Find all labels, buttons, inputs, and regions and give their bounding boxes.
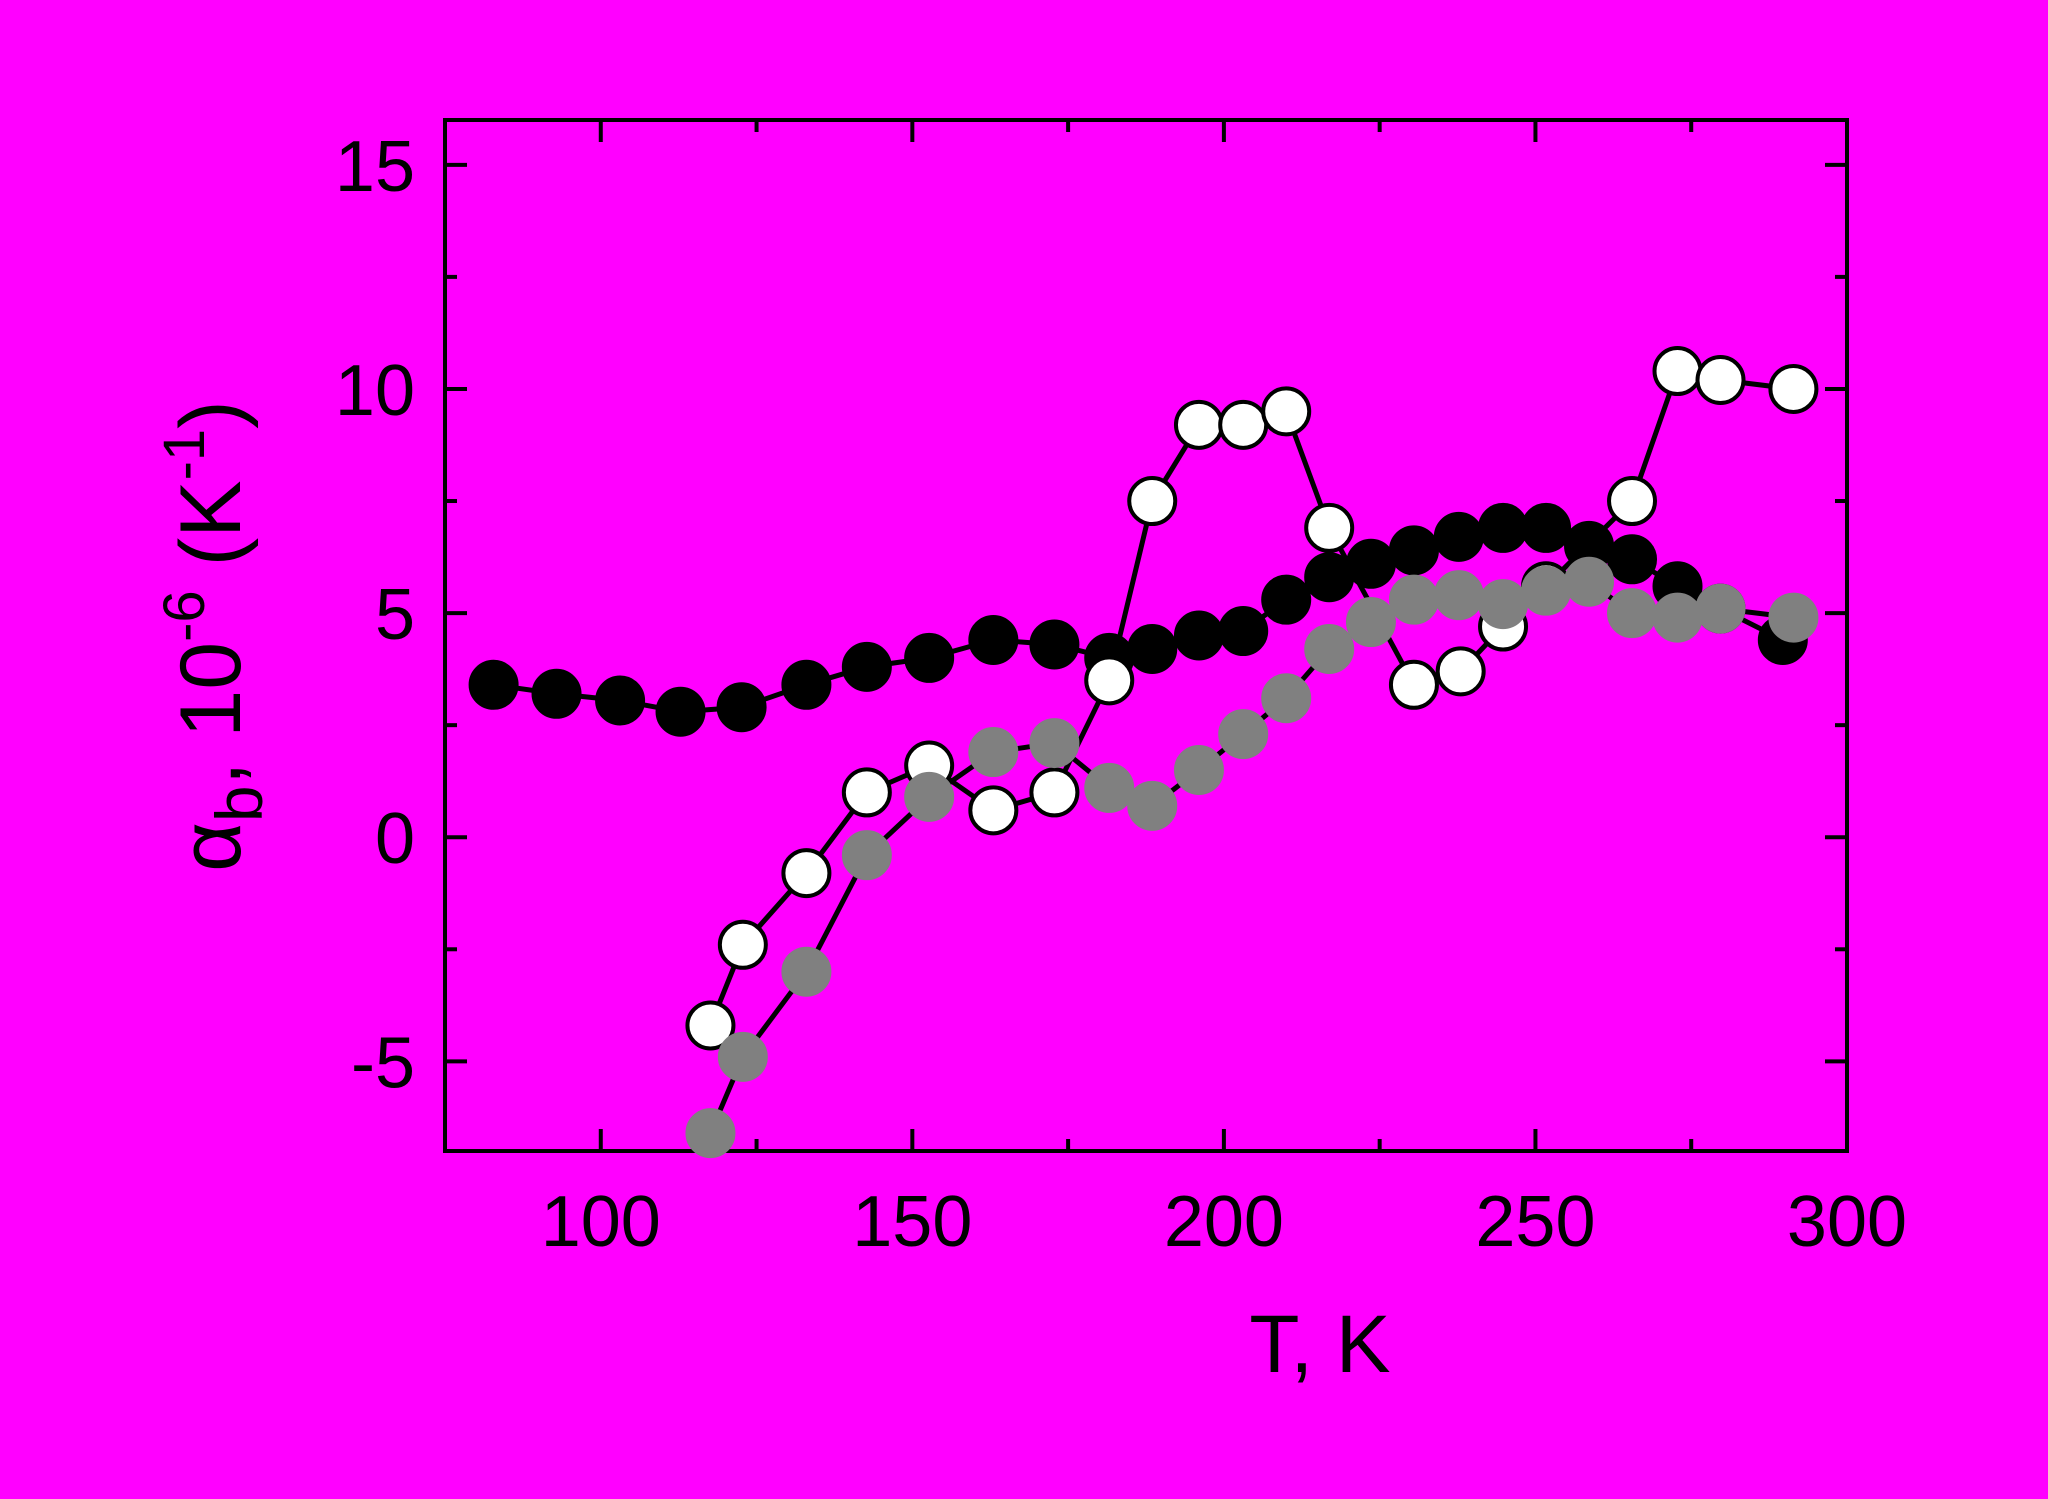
marker bbox=[1029, 718, 1080, 769]
marker bbox=[1768, 592, 1819, 643]
marker bbox=[531, 668, 582, 719]
marker bbox=[717, 919, 768, 970]
marker bbox=[781, 848, 832, 899]
marker bbox=[1304, 502, 1355, 553]
x-tick-label: 300 bbox=[1787, 1182, 1907, 1262]
marker bbox=[781, 946, 832, 997]
marker bbox=[468, 659, 519, 710]
x-tick-label: 100 bbox=[541, 1182, 661, 1262]
marker bbox=[1345, 597, 1396, 648]
y-tick-label: -5 bbox=[351, 1023, 415, 1103]
y-tick-label: 0 bbox=[375, 799, 415, 879]
marker bbox=[1607, 476, 1658, 527]
marker bbox=[717, 1031, 768, 1082]
marker bbox=[1218, 399, 1269, 450]
marker bbox=[1304, 623, 1355, 674]
marker bbox=[716, 682, 767, 733]
marker bbox=[968, 727, 1019, 778]
marker bbox=[1768, 363, 1819, 414]
y-tick-label: 10 bbox=[335, 351, 415, 431]
y-axis-title: αb, 10-6 (K-1) bbox=[152, 400, 276, 872]
marker bbox=[1433, 570, 1484, 621]
marker bbox=[1218, 709, 1269, 760]
marker bbox=[841, 641, 892, 692]
marker bbox=[1478, 579, 1529, 630]
x-tick-label: 200 bbox=[1164, 1182, 1284, 1262]
marker bbox=[1029, 767, 1080, 818]
marker bbox=[1564, 556, 1615, 607]
marker bbox=[685, 1108, 736, 1159]
marker bbox=[1652, 346, 1703, 397]
marker bbox=[1127, 780, 1178, 831]
marker bbox=[1695, 583, 1746, 634]
marker bbox=[1261, 673, 1312, 724]
marker bbox=[1607, 534, 1658, 585]
y-tick-label: 5 bbox=[375, 575, 415, 655]
y-title-sup: -1 bbox=[152, 429, 217, 481]
marker bbox=[1127, 476, 1178, 527]
marker bbox=[1388, 659, 1439, 710]
marker bbox=[1084, 655, 1135, 706]
x-axis-title: T, K bbox=[1249, 1299, 1390, 1390]
marker bbox=[1521, 502, 1572, 553]
marker bbox=[1127, 623, 1178, 674]
marker bbox=[1388, 574, 1439, 625]
marker bbox=[968, 785, 1019, 836]
marker bbox=[1607, 588, 1658, 639]
marker bbox=[1695, 354, 1746, 405]
marker bbox=[1388, 525, 1439, 576]
marker bbox=[904, 632, 955, 683]
marker bbox=[968, 614, 1019, 665]
marker bbox=[1261, 574, 1312, 625]
marker bbox=[655, 686, 706, 737]
marker bbox=[1521, 565, 1572, 616]
marker bbox=[1435, 646, 1486, 697]
marker bbox=[685, 1000, 736, 1051]
marker bbox=[1218, 606, 1269, 657]
marker bbox=[595, 675, 646, 726]
marker bbox=[1173, 610, 1224, 661]
plot-frame bbox=[443, 118, 1849, 1153]
x-tick-label: 250 bbox=[1475, 1182, 1595, 1262]
y-title-sub: b bbox=[202, 785, 276, 822]
y-title-part: (K bbox=[163, 480, 259, 590]
marker bbox=[1478, 502, 1529, 553]
x-tick-label: 150 bbox=[852, 1182, 972, 1262]
marker bbox=[1029, 619, 1080, 670]
marker bbox=[841, 767, 892, 818]
y-title-sup: -6 bbox=[152, 590, 217, 642]
marker bbox=[841, 830, 892, 881]
y-title-part: α bbox=[163, 822, 259, 872]
y-title-part: ) bbox=[163, 400, 259, 429]
marker bbox=[1173, 744, 1224, 795]
marker bbox=[1652, 592, 1703, 643]
marker bbox=[1433, 511, 1484, 562]
marker bbox=[904, 771, 955, 822]
y-title-part: , 10 bbox=[163, 642, 259, 785]
marker bbox=[1084, 762, 1135, 813]
marker bbox=[1261, 386, 1312, 437]
marker bbox=[781, 659, 832, 710]
marker bbox=[1173, 399, 1224, 450]
y-tick-label: 15 bbox=[335, 127, 415, 207]
